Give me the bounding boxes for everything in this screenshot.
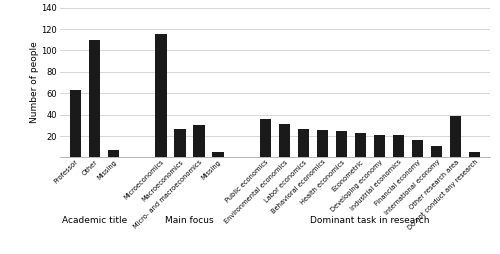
- Bar: [298, 129, 309, 157]
- Text: Main focus: Main focus: [165, 216, 214, 225]
- Text: Academic title: Academic title: [62, 216, 127, 225]
- Bar: [374, 135, 386, 157]
- Text: Dominant task in research: Dominant task in research: [310, 216, 430, 225]
- Bar: [155, 34, 166, 157]
- Bar: [393, 135, 404, 157]
- Bar: [70, 90, 81, 157]
- Bar: [193, 125, 204, 157]
- Bar: [469, 152, 480, 157]
- Bar: [279, 124, 290, 157]
- Bar: [412, 140, 424, 157]
- Bar: [108, 150, 119, 157]
- Bar: [260, 119, 271, 157]
- Bar: [317, 130, 328, 157]
- Bar: [355, 133, 366, 157]
- Bar: [88, 40, 100, 157]
- Bar: [450, 116, 462, 157]
- Bar: [212, 152, 224, 157]
- Y-axis label: Number of people: Number of people: [30, 42, 38, 123]
- Bar: [336, 131, 347, 157]
- Bar: [174, 129, 186, 157]
- Bar: [431, 146, 442, 157]
